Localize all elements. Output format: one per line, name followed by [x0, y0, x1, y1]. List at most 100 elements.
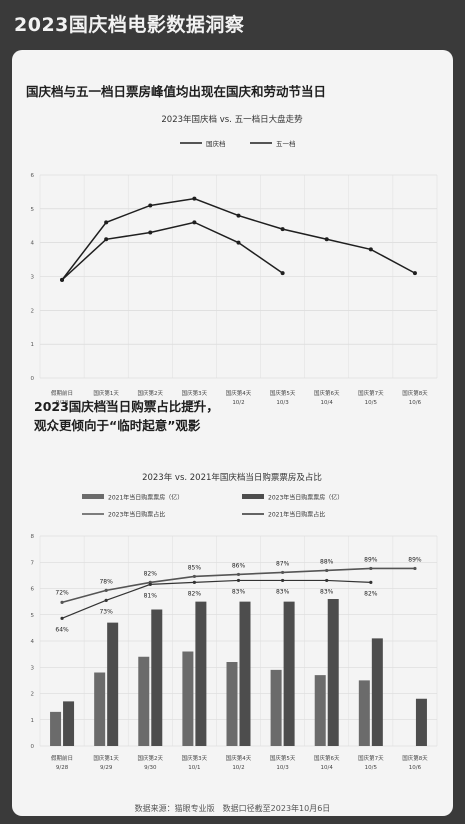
- bar: [226, 662, 238, 746]
- x-tick-date: 10/3: [276, 765, 289, 771]
- x-tick-label: 国庆第3天: [182, 754, 208, 762]
- x-tick-label: 国庆第2天: [138, 389, 164, 397]
- x-tick-label: 假期前日: [51, 389, 73, 397]
- share-data-label: 83%: [320, 588, 334, 595]
- legend-label: 国庆档: [206, 139, 226, 148]
- data-point: [280, 227, 285, 232]
- x-tick-label: 国庆第8天: [402, 389, 428, 397]
- y-tick-label: 0: [31, 744, 35, 750]
- data-point: [280, 271, 285, 276]
- share-data-label: 81%: [144, 592, 158, 599]
- legend-label: 2023年当日购票票房（亿）: [268, 494, 343, 502]
- y-tick-label: 8: [31, 534, 35, 540]
- content-panel: 国庆档与五一档日票房峰值均出现在国庆和劳动节当日 2023年国庆档 vs. 五一…: [12, 50, 453, 816]
- share-point: [236, 572, 241, 577]
- share-data-label: 64%: [55, 626, 69, 633]
- x-tick-label: 国庆第2天: [138, 754, 164, 762]
- share-point: [236, 578, 241, 583]
- x-tick-label: 假期前日: [51, 754, 73, 762]
- y-tick-label: 2: [31, 692, 35, 698]
- data-point: [236, 240, 241, 245]
- x-tick-label: 国庆第7天: [358, 389, 384, 397]
- legend-label: 2021年当日购票票房（亿）: [108, 494, 183, 502]
- series-line: [61, 221, 284, 281]
- x-tick-label: 国庆第3天: [182, 389, 208, 397]
- share-point: [325, 568, 329, 573]
- x-tick-date: 10/1: [188, 400, 200, 406]
- bar: [94, 672, 106, 746]
- y-tick-label: 1: [31, 342, 35, 348]
- y-tick-label: 4: [31, 639, 35, 645]
- x-tick-label: 国庆第4天: [226, 389, 252, 397]
- share-point: [104, 588, 108, 592]
- share-data-label: 82%: [144, 570, 158, 577]
- share-data-label: 78%: [99, 578, 113, 585]
- share-data-label: 89%: [408, 556, 422, 563]
- legend-swatch: [242, 494, 264, 499]
- x-tick-date: 10/3: [276, 400, 289, 406]
- legend-label: 2021年当日购票占比: [268, 511, 325, 519]
- x-tick-label: 国庆第5天: [270, 389, 296, 397]
- chart2-title: 2023年 vs. 2021年国庆档当日购票票房及占比: [142, 472, 322, 483]
- y-tick-label: 6: [31, 587, 35, 593]
- x-tick-date: 10/5: [365, 765, 378, 771]
- page-title: 2023国庆档电影数据洞察: [14, 14, 245, 36]
- x-tick-date: 10/1: [188, 765, 200, 771]
- y-tick-label: 3: [31, 275, 35, 281]
- share-data-label: 82%: [364, 590, 378, 597]
- bar: [151, 609, 163, 746]
- x-tick-label: 国庆第1天: [93, 389, 119, 397]
- y-tick-label: 2: [31, 308, 35, 314]
- bar: [283, 601, 295, 746]
- data-point: [148, 203, 153, 208]
- data-point: [192, 220, 197, 225]
- x-tick-label: 国庆第7天: [358, 754, 384, 762]
- data-point: [368, 247, 373, 252]
- x-tick-date: 10/2: [232, 400, 244, 406]
- x-tick-date: 9/29: [100, 400, 113, 406]
- data-point: [104, 220, 109, 225]
- y-tick-label: 1: [31, 718, 35, 724]
- bar: [50, 711, 62, 746]
- data-point: [104, 237, 109, 242]
- section2-title-line2: 观众更倾向于“临时起意”观影: [34, 418, 201, 433]
- y-tick-label: 4: [31, 241, 35, 247]
- bar: [239, 601, 251, 746]
- x-tick-date: 10/6: [409, 400, 422, 406]
- x-tick-date: 10/4: [321, 400, 334, 406]
- bar: [182, 651, 194, 746]
- footer-source: 数据来源：猫眼专业版 数据口径截至2023年10月6日: [134, 804, 331, 813]
- data-point: [412, 271, 417, 276]
- x-tick-date: 9/30: [144, 400, 157, 406]
- share-data-label: 89%: [364, 556, 378, 563]
- share-data-label: 73%: [99, 608, 113, 615]
- x-tick-date: 9/28: [56, 765, 69, 771]
- x-tick-label: 国庆第8天: [402, 754, 428, 762]
- share-point: [281, 578, 285, 583]
- bar: [327, 599, 339, 746]
- x-tick-label: 国庆第1天: [93, 754, 119, 762]
- x-tick-date: 10/6: [409, 765, 422, 771]
- x-tick-date: 10/4: [321, 765, 334, 771]
- x-tick-date: 10/5: [365, 400, 378, 406]
- bar-line-chart: 2023年 vs. 2021年国庆档当日购票票房及占比 2021年当日购票票房（亿…: [31, 472, 438, 771]
- bar: [314, 675, 326, 746]
- x-tick-label: 国庆第6天: [314, 389, 340, 397]
- bar: [415, 698, 427, 746]
- x-tick-date: 9/29: [100, 765, 113, 771]
- share-point: [192, 580, 196, 585]
- bar: [371, 638, 383, 746]
- share-point: [148, 582, 152, 587]
- share-point: [281, 570, 285, 575]
- x-tick-date: 9/30: [144, 765, 157, 771]
- share-point: [325, 578, 329, 583]
- data-point: [324, 237, 329, 242]
- bar: [63, 701, 75, 746]
- share-data-label: 87%: [276, 560, 290, 567]
- y-tick-label: 7: [31, 560, 35, 566]
- x-tick-date: 9/28: [56, 400, 69, 406]
- x-tick-label: 国庆第5天: [270, 754, 296, 762]
- share-point: [104, 598, 108, 602]
- chart1-title: 2023年国庆档 vs. 五一档日大盘走势: [161, 114, 303, 125]
